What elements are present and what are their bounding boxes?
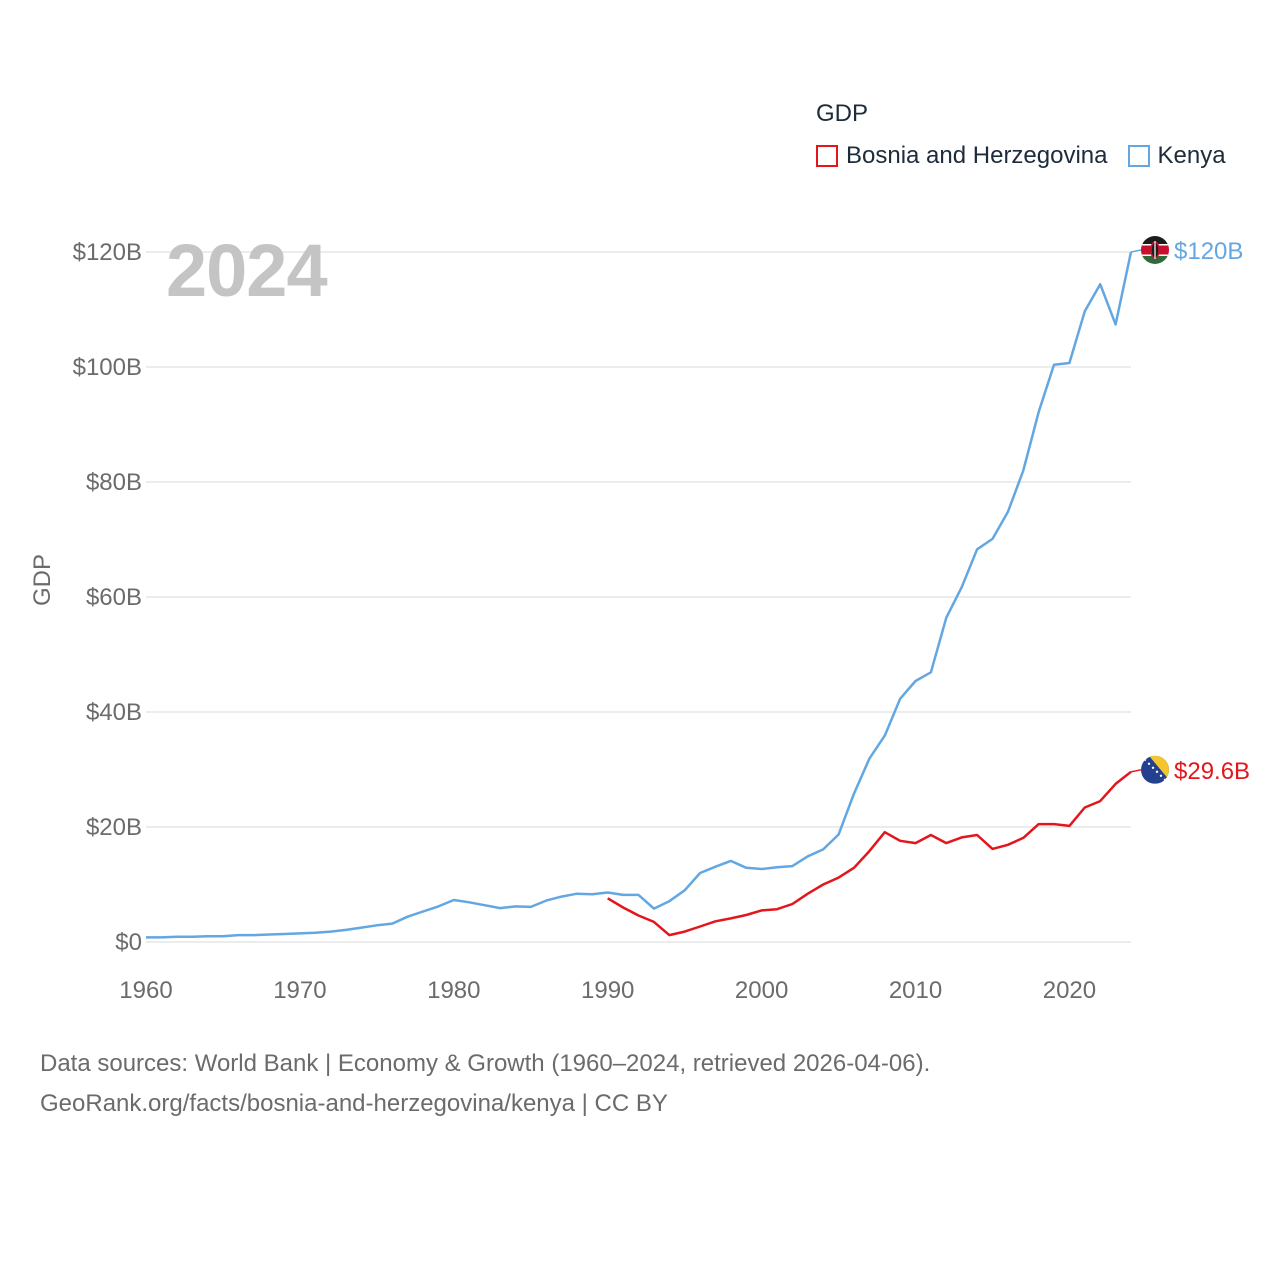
end-label-bosnia: $29.6B — [1174, 758, 1250, 785]
legend: Bosnia and Herzegovina Kenya — [816, 142, 1246, 170]
gridlines — [146, 251, 1131, 943]
x-tick-label: 1980 — [427, 977, 480, 1004]
series-line-kenya — [146, 251, 1133, 939]
year-label: 2024 — [166, 229, 328, 312]
y-tick-label: $100B — [73, 354, 142, 381]
legend-item-kenya[interactable]: Kenya — [1127, 142, 1226, 170]
y-tick-label: $0 — [115, 929, 142, 956]
legend-label-bosnia: Bosnia and Herzegovina — [846, 142, 1108, 169]
x-tick-label: 1970 — [273, 977, 326, 1004]
end-label-kenya: $120B — [1174, 238, 1243, 265]
y-axis-label: GDP — [29, 554, 56, 606]
legend-item-bosnia[interactable]: Bosnia and Herzegovina — [816, 142, 1108, 170]
x-tick-label: 1990 — [581, 977, 634, 1004]
end-connector-kenya — [1130, 249, 1142, 253]
series-end-markers: $29.6B $120B — [1130, 236, 1250, 785]
y-tick-label: $80B — [86, 469, 142, 496]
bosnia-flag-icon — [1141, 755, 1169, 784]
y-tick-label: $60B — [86, 584, 142, 611]
x-tick-label: 2020 — [1043, 977, 1096, 1004]
legend-title: GDP — [816, 100, 869, 127]
footer: Data sources: World Bank | Economy & Gro… — [40, 1044, 930, 1124]
footer-sources: Data sources: World Bank | Economy & Gro… — [40, 1050, 931, 1077]
y-axis-ticks: $0 $20B $40B $60B $80B $100B $120B — [73, 239, 142, 956]
kenya-flag-icon — [1141, 236, 1169, 264]
y-tick-label: $120B — [73, 239, 142, 266]
legend-label-kenya: Kenya — [1157, 142, 1226, 169]
x-axis-ticks: 1960 1970 1980 1990 2000 2010 2020 — [119, 977, 1096, 1004]
y-tick-label: $20B — [86, 814, 142, 841]
footer-link[interactable]: GeoRank.org/facts/bosnia-and-herzegovina… — [40, 1090, 668, 1117]
x-tick-label: 2010 — [889, 977, 942, 1004]
series-line-bosnia — [607, 770, 1132, 937]
x-tick-label: 2000 — [735, 977, 788, 1004]
legend-swatch-kenya — [1127, 145, 1150, 167]
series-lines — [146, 251, 1133, 939]
y-tick-label: $40B — [86, 699, 142, 726]
x-tick-label: 1960 — [119, 977, 172, 1004]
legend-swatch-bosnia — [816, 145, 838, 167]
end-connector-bosnia — [1130, 769, 1142, 773]
